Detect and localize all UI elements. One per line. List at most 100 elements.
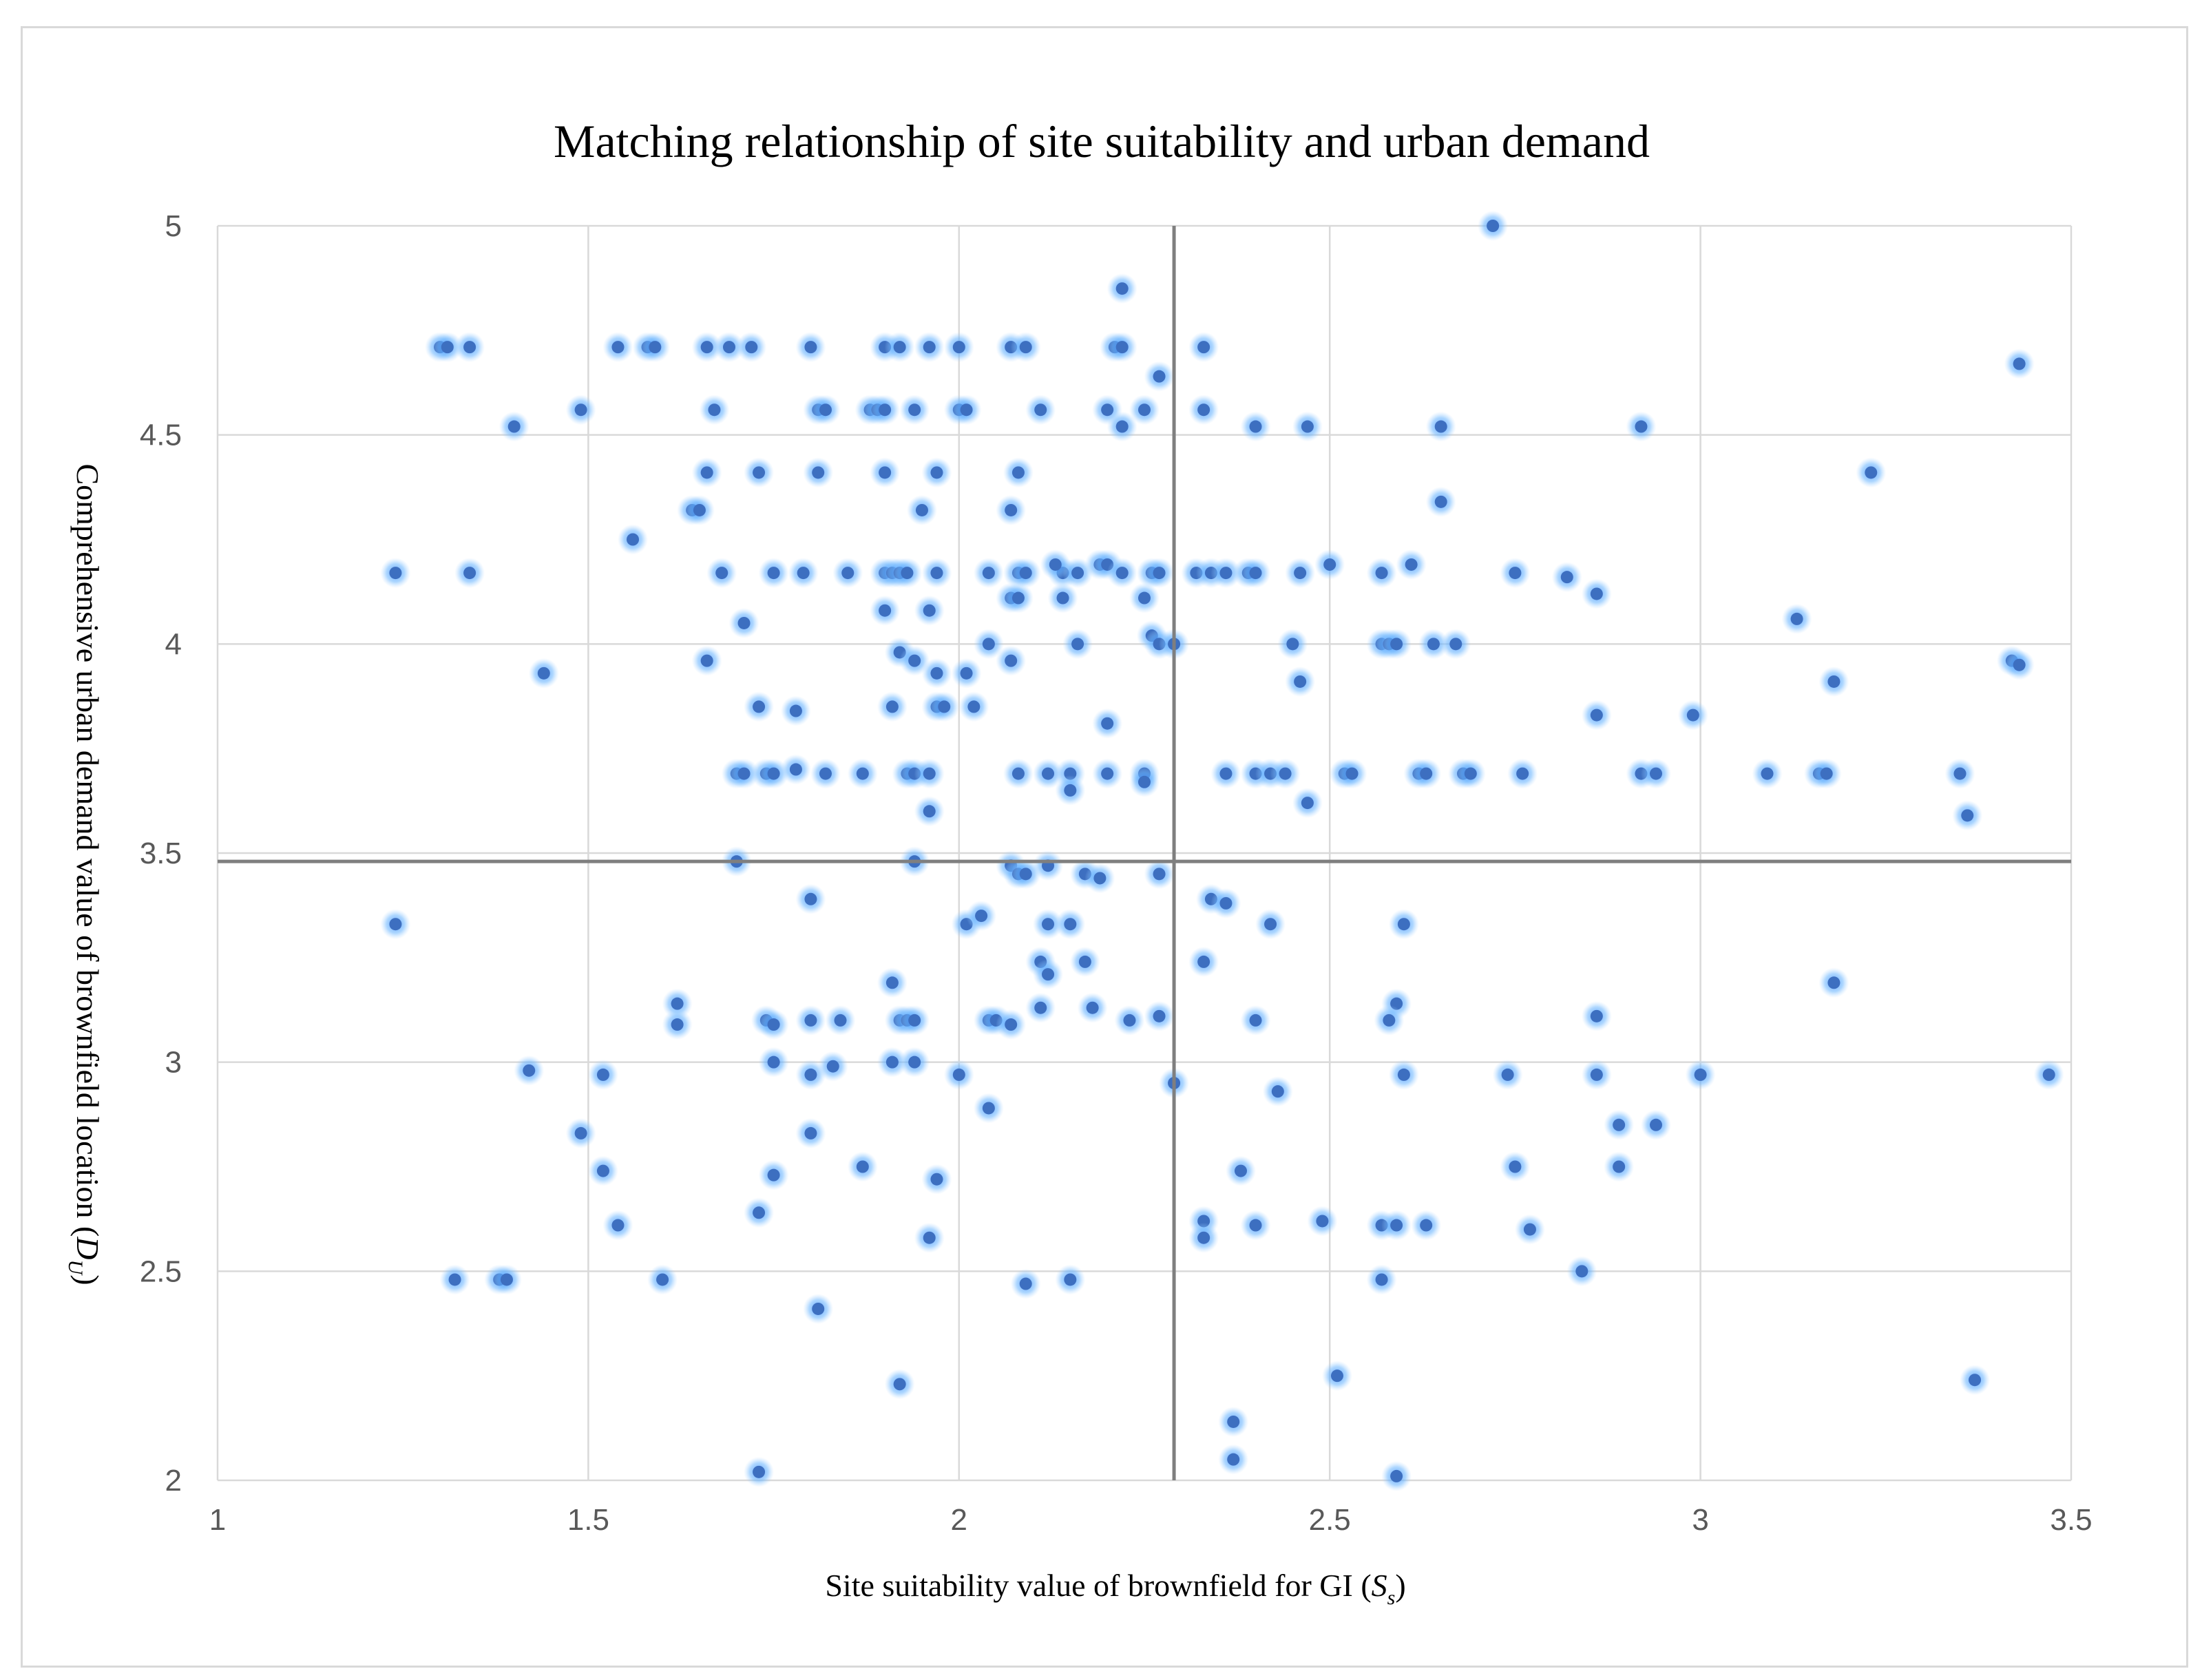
data-point-dot (1042, 767, 1055, 780)
data-point-dot (700, 654, 713, 667)
data-point-dot (753, 700, 766, 713)
data-point (914, 796, 945, 827)
data-point (1033, 758, 1064, 789)
data-point (1581, 578, 1612, 609)
y-tick-label: 5 (165, 209, 182, 243)
data-point-dot (1115, 567, 1129, 580)
y-axis-label: Comprehensive urban demand value of brow… (64, 463, 105, 1285)
data-point-dot (1056, 591, 1069, 605)
data-point-dot (1197, 955, 1210, 968)
data-point-dot (841, 567, 854, 580)
reference-lines (218, 226, 2071, 1480)
data-point (1411, 758, 1442, 789)
data-point-dot (1694, 1068, 1707, 1081)
data-point (1566, 1256, 1597, 1287)
data-point-dot (767, 1168, 780, 1182)
data-point-dot (1123, 1014, 1136, 1027)
data-point (1210, 758, 1241, 789)
data-point-dot (1509, 1160, 1522, 1173)
data-point (1685, 1059, 1716, 1090)
data-point-dot (952, 341, 965, 354)
data-point-dot (1042, 918, 1055, 931)
data-point (1781, 603, 1812, 634)
data-point-dot (804, 892, 817, 905)
data-point (1010, 1268, 1041, 1299)
data-point (618, 524, 649, 555)
data-point (1210, 558, 1241, 589)
data-point (565, 1117, 596, 1148)
data-point (1626, 411, 1657, 442)
data-point (943, 332, 974, 363)
data-point-dot (982, 638, 995, 651)
data-point-dot (627, 533, 640, 546)
data-point-dot (1613, 1118, 1626, 1131)
data-point-dot (1294, 567, 1307, 580)
y-tick-label: 3.5 (140, 837, 182, 870)
data-point (1677, 700, 1708, 731)
data-point-dot (1427, 638, 1440, 651)
data-point-dot (1042, 968, 1055, 981)
data-point (1218, 1444, 1249, 1475)
data-point (921, 558, 952, 589)
data-point-dot (1590, 1009, 1603, 1022)
data-point (1292, 411, 1323, 442)
data-point (1381, 1210, 1412, 1241)
data-point-dot (537, 666, 550, 680)
data-point-dot (826, 1060, 839, 1073)
y-axis-label-symbol: D (70, 1236, 105, 1259)
data-point-dot (1827, 976, 1841, 989)
data-point-dot (2013, 357, 2026, 370)
data-point (1478, 211, 1509, 241)
data-point-dot (1153, 370, 1166, 383)
y-tick-label: 2 (165, 1464, 182, 1498)
data-point-dot (745, 341, 758, 354)
data-point (973, 1093, 1004, 1124)
data-point (1129, 766, 1160, 797)
data-point (899, 645, 930, 676)
data-point-dot (671, 1018, 684, 1031)
data-point (713, 332, 744, 363)
data-point-dot (1330, 1369, 1343, 1383)
data-point (1144, 1000, 1175, 1031)
data-point (1960, 1365, 1991, 1396)
data-point-dot (1649, 1118, 1662, 1131)
data-point (439, 1264, 470, 1295)
data-point-dot (789, 704, 802, 717)
data-point (744, 691, 775, 722)
data-point (1255, 909, 1286, 940)
data-point-dot (1005, 1018, 1018, 1031)
data-point (565, 395, 596, 426)
data-point-dot (885, 976, 899, 989)
data-point (1188, 946, 1219, 977)
y-axis-label-subscript: U (64, 1260, 87, 1277)
data-point (380, 909, 411, 940)
data-point-dot (1420, 1219, 1433, 1232)
data-point (921, 1164, 952, 1195)
data-point-dot (1434, 420, 1447, 433)
data-point (810, 758, 841, 789)
data-point-dot (930, 567, 943, 580)
data-point (602, 332, 633, 363)
data-point-dot (574, 1126, 587, 1140)
data-point (744, 457, 775, 488)
data-point-dot (1153, 868, 1166, 881)
data-point (691, 332, 722, 363)
data-point (1114, 1005, 1145, 1036)
data-point (1492, 1059, 1523, 1090)
data-point (691, 645, 722, 676)
data-point-dot (923, 805, 936, 818)
data-point (906, 494, 937, 525)
data-point (1107, 558, 1137, 589)
data-point (1551, 562, 1582, 593)
data-point (1752, 758, 1783, 789)
data-point (1240, 1210, 1271, 1241)
data-point-dot (671, 997, 684, 1010)
data-point (1514, 1214, 1545, 1245)
data-point (1218, 1406, 1249, 1437)
data-point-dot (1019, 1277, 1032, 1290)
data-point (1581, 700, 1612, 731)
data-point (1292, 788, 1323, 819)
data-point (1144, 558, 1175, 589)
data-point (744, 1197, 775, 1228)
